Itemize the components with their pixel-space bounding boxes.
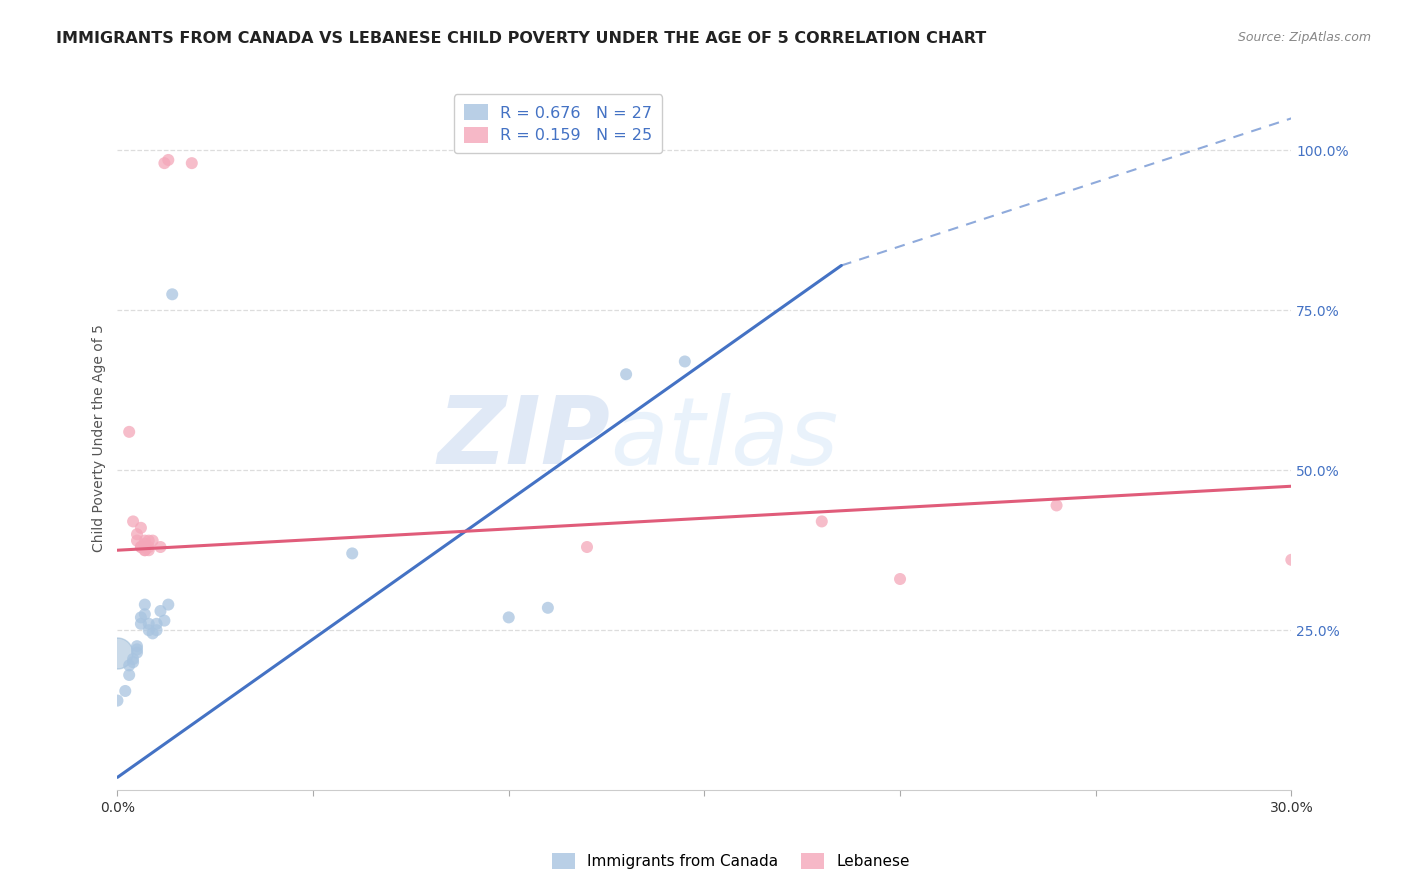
Point <box>889 572 911 586</box>
Point <box>575 540 598 554</box>
Point <box>118 425 141 439</box>
Text: ZIP: ZIP <box>437 392 610 484</box>
Point <box>160 287 183 301</box>
Point <box>134 543 156 558</box>
Point <box>118 658 141 673</box>
Point <box>138 540 160 554</box>
Point <box>134 543 156 558</box>
Point <box>134 533 156 548</box>
Point <box>180 156 202 170</box>
Point <box>134 598 156 612</box>
Point <box>134 537 156 551</box>
Point <box>157 153 180 167</box>
Point <box>153 614 176 628</box>
Point <box>145 623 167 637</box>
Point <box>129 616 152 631</box>
Point <box>1279 553 1302 567</box>
Point <box>125 639 148 653</box>
Point <box>129 521 152 535</box>
Point <box>149 604 172 618</box>
Point <box>157 598 180 612</box>
Point <box>342 546 364 560</box>
Point <box>114 684 136 698</box>
Point <box>138 623 160 637</box>
Point <box>673 354 696 368</box>
Point <box>1045 499 1067 513</box>
Point <box>125 527 148 541</box>
Point <box>122 652 145 666</box>
Point <box>149 540 172 554</box>
Point <box>125 642 148 657</box>
Text: Source: ZipAtlas.com: Source: ZipAtlas.com <box>1237 31 1371 45</box>
Point <box>129 610 152 624</box>
Point <box>125 646 148 660</box>
Point <box>129 540 152 554</box>
Point <box>142 626 165 640</box>
Legend: Immigrants from Canada, Lebanese: Immigrants from Canada, Lebanese <box>546 847 917 875</box>
Point <box>614 368 637 382</box>
Point <box>145 616 167 631</box>
Text: IMMIGRANTS FROM CANADA VS LEBANESE CHILD POVERTY UNDER THE AGE OF 5 CORRELATION : IMMIGRANTS FROM CANADA VS LEBANESE CHILD… <box>56 31 987 46</box>
Point <box>498 610 520 624</box>
Point <box>118 668 141 682</box>
Point <box>153 156 176 170</box>
Point <box>138 616 160 631</box>
Point <box>537 600 560 615</box>
Point <box>142 533 165 548</box>
Point <box>810 515 832 529</box>
Point <box>125 533 148 548</box>
Point <box>107 646 129 660</box>
Point <box>122 515 145 529</box>
Legend: R = 0.676   N = 27, R = 0.159   N = 25: R = 0.676 N = 27, R = 0.159 N = 25 <box>454 95 662 153</box>
Point <box>122 655 145 669</box>
Point <box>138 533 160 548</box>
Point <box>134 607 156 622</box>
Point <box>129 540 152 554</box>
Point <box>107 693 129 707</box>
Y-axis label: Child Poverty Under the Age of 5: Child Poverty Under the Age of 5 <box>93 325 107 552</box>
Point <box>134 540 156 554</box>
Text: atlas: atlas <box>610 392 839 483</box>
Point <box>138 543 160 558</box>
